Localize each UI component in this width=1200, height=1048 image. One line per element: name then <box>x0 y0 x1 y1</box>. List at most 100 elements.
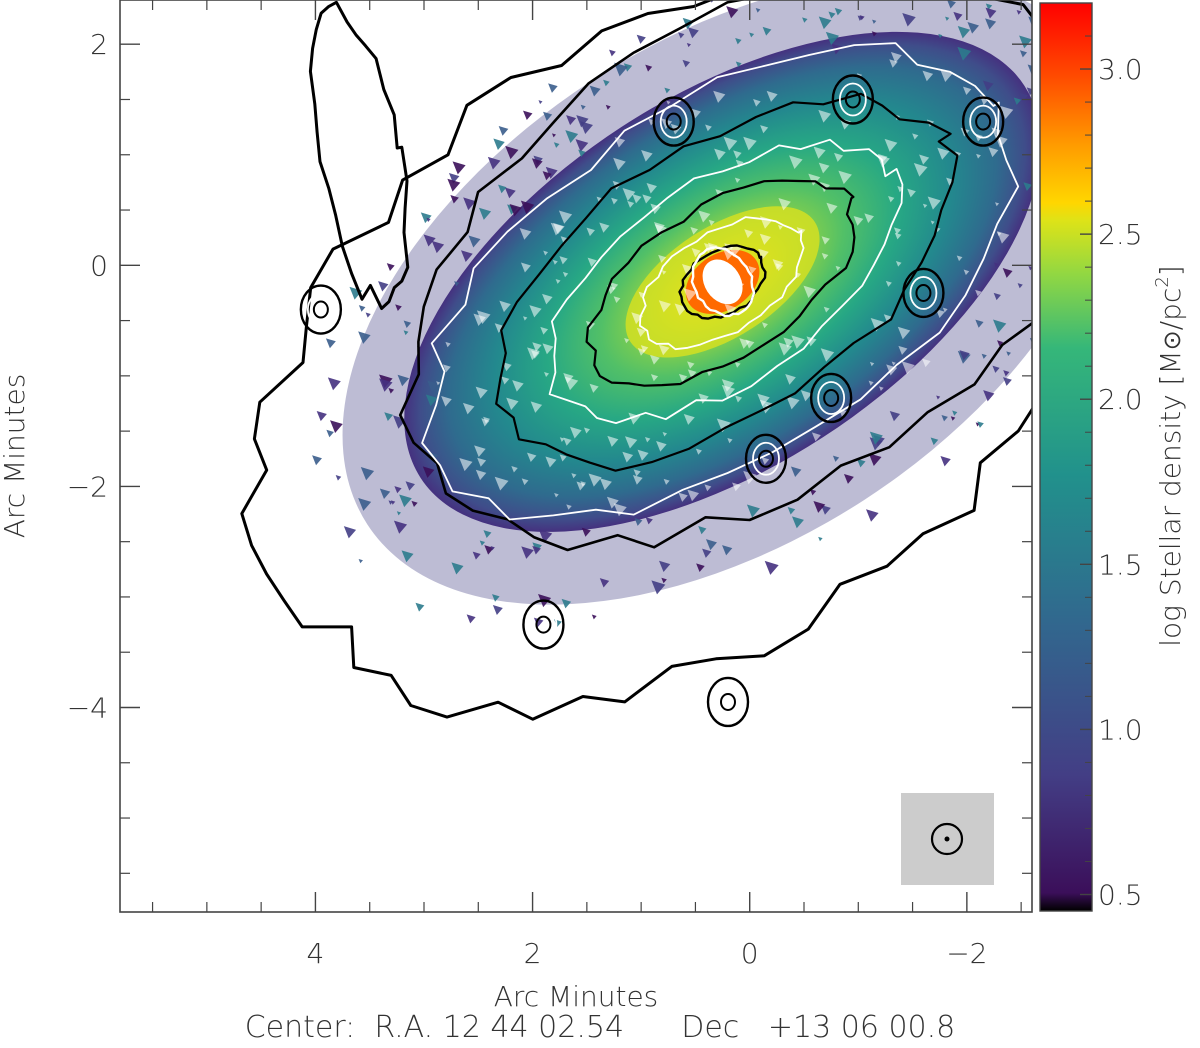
speckle <box>566 504 572 510</box>
speckle <box>691 248 701 258</box>
colorbar-tick-label: 2.5 <box>1098 218 1143 251</box>
speckle <box>1006 351 1011 357</box>
speckle <box>358 558 363 564</box>
speckle <box>545 166 558 179</box>
speckle <box>787 506 796 515</box>
speckle <box>542 171 552 181</box>
speckle <box>504 187 516 199</box>
speckle <box>506 397 519 410</box>
source-ring-outer <box>831 74 875 125</box>
speckle <box>678 492 688 502</box>
source-ring-mid <box>909 276 938 310</box>
speckle <box>825 31 840 45</box>
speckle <box>713 90 726 103</box>
speckle <box>394 486 402 494</box>
speckle <box>941 414 948 422</box>
speckle <box>735 395 743 403</box>
speckle <box>721 384 736 399</box>
speckle <box>835 265 841 271</box>
speckle <box>396 511 401 516</box>
speckle <box>734 361 741 368</box>
speckle <box>721 379 735 392</box>
speckle <box>884 138 898 152</box>
colorbar-gradient <box>1040 3 1092 911</box>
speckle <box>580 481 587 487</box>
speckle <box>499 300 511 313</box>
speckle <box>871 31 878 37</box>
speckle <box>399 494 412 508</box>
speckle <box>509 203 522 217</box>
speckle <box>555 278 561 284</box>
speckle <box>445 341 451 348</box>
speckle <box>475 386 488 399</box>
speckle <box>938 33 943 39</box>
speckle <box>728 243 742 257</box>
speckle <box>542 343 554 355</box>
speckle <box>326 429 334 438</box>
colorbar-tick-label: 0.5 <box>1098 878 1143 911</box>
speckle <box>614 62 628 77</box>
speckle <box>691 108 701 119</box>
speckle <box>818 162 830 174</box>
speckle <box>1026 87 1032 96</box>
speckle <box>452 161 466 175</box>
speckle <box>545 456 557 468</box>
speckle <box>511 466 518 473</box>
speckle <box>894 232 902 240</box>
speckle <box>425 394 438 407</box>
speckle <box>1138 144 1150 156</box>
speckle <box>687 489 700 502</box>
speckle <box>937 147 950 160</box>
speckle <box>475 469 487 481</box>
speckle <box>622 451 634 463</box>
x-axis-title: Arc Minutes <box>494 980 659 1013</box>
speckle <box>996 231 1002 237</box>
speckle <box>883 314 892 322</box>
speckle <box>695 448 702 455</box>
speckle <box>678 32 685 39</box>
source-ring-outer <box>299 284 343 335</box>
speckle <box>492 605 503 615</box>
speckle <box>1112 145 1117 150</box>
speckle <box>704 484 712 492</box>
contour-level-6 <box>639 216 805 351</box>
speckle <box>687 369 697 379</box>
speckle <box>420 212 432 224</box>
speckle <box>723 249 735 261</box>
speckle <box>609 49 616 57</box>
speckle <box>664 87 671 94</box>
speckle <box>358 331 371 344</box>
speckle <box>802 17 808 23</box>
speckle <box>580 104 586 110</box>
colorbar-frame <box>1039 2 1093 912</box>
speckle <box>868 380 874 386</box>
speckle <box>490 546 495 551</box>
beam-outer-circle <box>930 822 964 856</box>
speckle <box>775 263 784 272</box>
speckle <box>735 37 742 45</box>
speckle <box>913 162 928 177</box>
x-tick-label: 4 <box>307 937 325 970</box>
speckle <box>520 262 531 273</box>
speckle <box>494 323 505 333</box>
colorbar-tick-label: 3.0 <box>1098 53 1143 86</box>
source-ring-mid <box>752 441 780 476</box>
speckle <box>325 338 336 349</box>
speckle <box>365 312 371 318</box>
speckle <box>343 526 357 539</box>
speckle <box>650 354 660 365</box>
speckle <box>785 374 796 385</box>
speckle <box>757 393 770 407</box>
speckle <box>427 380 439 392</box>
speckle <box>454 281 460 287</box>
speckle <box>558 210 573 224</box>
speckle <box>637 449 649 461</box>
speckle <box>583 427 590 434</box>
speckle <box>540 326 549 335</box>
center-coordinates: Center: R.A. 12 44 02.54 Dec +13 06 00.8 <box>244 1010 956 1045</box>
speckle <box>708 219 715 226</box>
speckle <box>733 150 742 159</box>
contour-level-4 <box>548 138 904 424</box>
speckle <box>813 500 826 513</box>
speckle <box>790 466 802 478</box>
